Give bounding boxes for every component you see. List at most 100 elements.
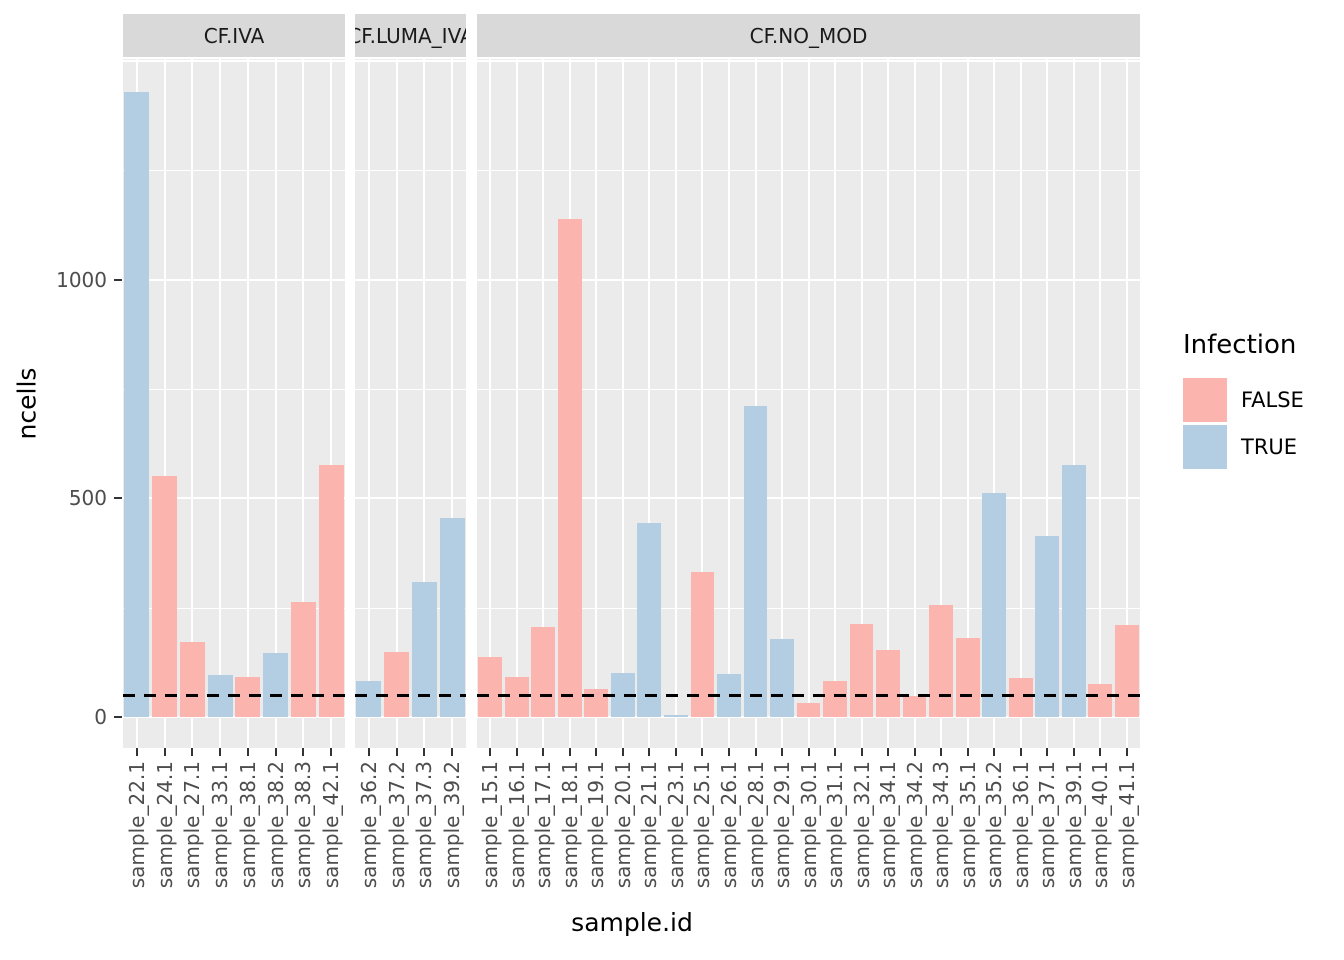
gridline-minor [355,607,466,609]
gridline-category [302,59,305,748]
y-axis-tick-label: 1000 [56,267,107,292]
x-tick [940,748,943,756]
threshold-dashline [123,693,345,697]
bar-sample_18.1 [557,218,582,717]
gridline-category [395,59,398,748]
y-axis-title: ncells [12,367,42,439]
gridline-major [355,59,466,62]
x-axis-tick-label-sample_21.1: sample_21.1 [637,761,662,889]
bar-sample_35.1 [955,637,980,717]
x-axis-tick-label-sample_37.1: sample_37.1 [1035,761,1060,889]
x-axis-tick-label-sample_34.2: sample_34.2 [902,761,927,889]
y-tick [114,278,122,281]
x-tick [701,748,704,756]
x-axis-tick-label-sample_38.2: sample_38.2 [263,761,288,889]
bar-sample_38.1 [235,677,261,717]
gridline-category [966,59,969,748]
x-axis-tick-label-sample_35.1: sample_35.1 [955,761,980,889]
x-tick [542,748,545,756]
bar-sample_38.3 [290,602,316,717]
x-tick [860,748,863,756]
gridline-category [163,59,166,748]
x-tick [489,748,492,756]
gridline-category [781,59,783,748]
x-tick [1099,748,1102,756]
bar-sample_29.1 [770,639,794,717]
gridline-category [887,59,890,748]
bar-sample_37.2 [384,652,410,717]
bar-sample_15.1 [478,657,503,717]
legend-label-true: TRUE [1241,435,1298,459]
gridline-category [754,59,757,748]
gridline-category [246,59,249,748]
x-axis-tick-label-sample_27.1: sample_27.1 [180,761,205,889]
x-axis-tick-label-sample_39.2: sample_39.2 [440,761,465,889]
bar-sample_25.1 [690,571,715,717]
gridline-minor [123,388,345,390]
x-axis-tick-label-sample_40.1: sample_40.1 [1088,761,1113,889]
gridline-category [940,59,943,748]
x-tick [674,748,677,756]
x-tick [515,748,518,756]
x-axis-tick-label-sample_36.2: sample_36.2 [356,761,381,889]
x-tick [966,748,969,756]
bar-sample_22.1 [124,91,150,717]
x-tick [887,748,890,756]
x-axis-tick-label-sample_32.1: sample_32.1 [849,761,874,889]
x-axis-tick-label-sample_38.1: sample_38.1 [235,761,260,889]
bar-sample_31.1 [823,681,847,717]
gridline-category [674,59,677,748]
x-axis-tick-label-sample_42.1: sample_42.1 [319,761,344,889]
gridline-category [1072,59,1075,748]
gridline-major [355,497,466,500]
bar-sample_36.1 [1008,678,1033,717]
bar-sample_39.1 [1061,464,1086,717]
x-axis-tick-label-sample_37.2: sample_37.2 [384,761,409,889]
gridline-category [834,59,836,748]
x-axis-tick-label-sample_33.1: sample_33.1 [208,761,233,889]
gridline-category [1019,59,1022,748]
bar-sample_16.1 [504,676,529,717]
x-tick [781,748,783,756]
legend-entry-false: FALSE [1183,378,1343,422]
x-tick [568,748,571,756]
x-axis-tick-label-sample_20.1: sample_20.1 [610,761,635,889]
y-axis-tick-label: 0 [94,704,107,729]
gridline-category [807,59,810,748]
bar-sample_17.1 [531,626,556,717]
gridline-category [648,59,651,748]
gridline-category [515,59,518,748]
gridline-category [727,59,730,748]
bar-sample_38.2 [263,653,289,717]
bar-sample_28.1 [743,406,768,717]
x-tick [395,748,398,756]
x-tick [302,748,305,756]
gridline-category [1046,59,1049,748]
gridline-category [191,59,194,748]
legend-title: Infection [1183,330,1297,360]
y-axis-tick-label: 500 [68,486,107,511]
bar-sample_37.3 [411,581,437,717]
x-axis-tick-label-sample_29.1: sample_29.1 [770,761,794,889]
gridline-category [1125,59,1128,748]
x-axis-tick-label-sample_16.1: sample_16.1 [504,761,529,889]
legend-swatch-false [1183,378,1227,422]
facet-strip-CF.NO_MOD: CF.NO_MOD [477,14,1140,57]
gridline-major [355,278,466,281]
x-axis-tick-label-sample_39.1: sample_39.1 [1061,761,1086,889]
x-tick [219,748,222,756]
bar-sample_32.1 [849,623,874,717]
x-axis-tick-label-sample_31.1: sample_31.1 [823,761,847,889]
bar-sample_41.1 [1114,624,1139,717]
x-tick [595,748,598,756]
x-tick [754,748,757,756]
bar-sample_36.2 [356,681,382,717]
gridline-category [1099,59,1102,748]
legend: Infection FALSE TRUE [1183,330,1343,472]
facet-strip-CF.LUMA_IVA: CF.LUMA_IVA [355,14,466,57]
x-tick [1046,748,1049,756]
x-axis-tick-label-sample_38.3: sample_38.3 [291,761,316,889]
facet-panel-CF.LUMA_IVA [355,59,466,748]
bar-sample_23.1 [664,715,688,717]
bar-sample_27.1 [179,641,205,717]
